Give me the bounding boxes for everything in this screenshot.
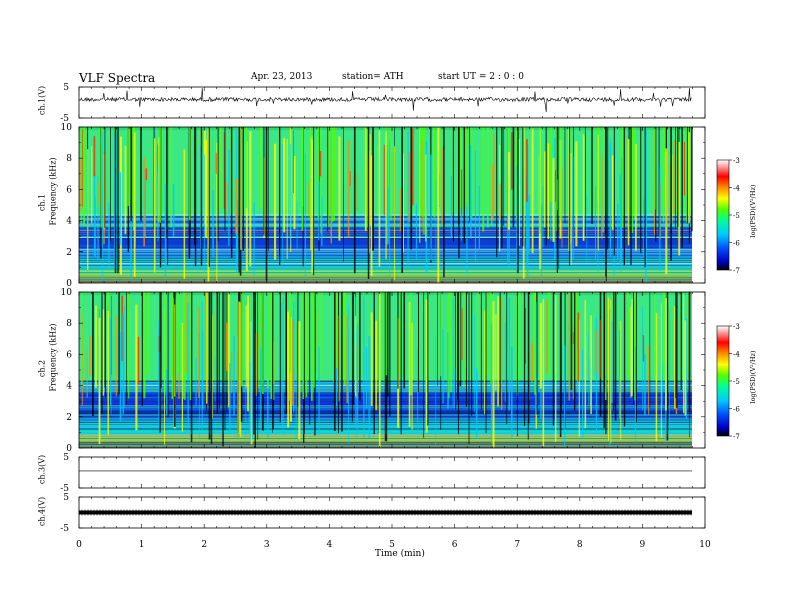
ch1-colorbar-tick-label: -4 [733, 185, 740, 193]
ch2-colorbar-tick-label: -7 [733, 433, 740, 441]
ch1-frequency-axis-label-channel: ch.1 [37, 193, 47, 212]
ch1-colorbar-gradient [716, 159, 730, 271]
ch2-colorbar-tick-label: -5 [733, 378, 740, 386]
ch1-waveform-panel: 5 -5 [60, 83, 706, 124]
ch3-wave-frame [78, 456, 706, 489]
ch1-colorbar: -3 -4 -5 -6 -7 [716, 157, 740, 275]
ch1-colorbar-tick-label: -3 [733, 157, 740, 165]
start-ut-label: start UT = 2 : 0 : 0 [438, 72, 524, 82]
ch2-colorbar-title: log(PSD)(V²/Hz) [749, 350, 757, 404]
ch2-spec-tick-label: 8 [66, 319, 72, 329]
time-tick-label: 1 [139, 540, 145, 550]
ch3-voltage-axis-label: ch.3(V) [37, 454, 47, 485]
time-tick-label: 9 [640, 540, 646, 550]
ch2-spec-tick-label: 2 [66, 413, 72, 423]
ch2-colorbar-tick-label: -4 [733, 351, 740, 359]
time-tick-label: 0 [76, 540, 82, 550]
ch1-frequency-axis-label: Frequency (kHz) [48, 157, 58, 226]
ch1-wave-frame [78, 86, 706, 119]
ch1-colorbar-tick-label: -5 [733, 212, 740, 220]
time-axis-label: Time (min) [375, 549, 425, 559]
ch2-spec-tick-label: 6 [66, 350, 72, 360]
ch1-colorbar-tick-label: -7 [733, 267, 740, 275]
time-tick-label: 5 [389, 540, 395, 550]
ch1-wave-trace [78, 87, 692, 113]
time-tick-label: 4 [327, 540, 333, 550]
time-tick-label: 2 [201, 540, 207, 550]
date-label: Apr. 23, 2013 [251, 72, 313, 82]
ch1-voltage-axis-label: ch.1(V) [37, 85, 47, 116]
ch4-waveform-panel: 5 -5 [60, 493, 706, 534]
ch1-colorbar-tick-label: -6 [733, 240, 740, 248]
ch3-wave-tick-label: 5 [63, 453, 69, 463]
ch2-frequency-axis-label-channel: ch.2 [37, 359, 47, 378]
time-tick-label: 8 [577, 540, 583, 550]
ch2-spec-tick-label: 0 [66, 444, 72, 454]
ch4-voltage-axis-label: ch.4(V) [37, 496, 47, 527]
time-tick-label: 7 [514, 540, 520, 550]
ch2-spec-tick-label: 4 [66, 382, 72, 392]
ch4-wave-tick-label: 5 [63, 493, 69, 503]
ch1-spec-band [79, 276, 692, 283]
ch1-spec-tick-label: 6 [66, 185, 72, 195]
ch3-waveform-panel: 5 -5 [60, 453, 706, 494]
ch1-spec-tick-label: 10 [61, 123, 73, 133]
ch4-wave-trace [79, 510, 692, 515]
ch3-wave-tick-label: -5 [60, 484, 69, 494]
time-axis: 0 1 2 3 4 5 6 7 8 9 10 [76, 540, 711, 550]
ch1-spec-tick-label: 8 [66, 154, 72, 164]
ch2-colorbar-tick-label: -3 [733, 323, 740, 331]
ch1-spectrogram-panel: 0 2 4 6 8 10 [61, 123, 706, 289]
ch4-wave-tick-label: -5 [60, 524, 69, 534]
station-label: station= ATH [342, 72, 404, 82]
time-tick-label: 10 [699, 540, 711, 550]
ch2-spec-tick-label: 10 [61, 288, 73, 298]
ch2-spectrogram-panel: 0 2 4 6 8 10 [61, 288, 706, 454]
ch1-spec-tick-label: 4 [66, 217, 72, 227]
ch2-frequency-axis-label: Frequency (kHz) [48, 323, 58, 392]
ch1-spec-band [79, 268, 692, 277]
ch1-wave-tick-label: 5 [63, 83, 69, 93]
ch1-spec-tick-label: 2 [66, 248, 72, 258]
ch2-colorbar-gradient [716, 325, 730, 437]
ch1-spec-tick-label: 0 [66, 279, 72, 289]
ch1-wave-tick-label: -5 [60, 114, 69, 124]
time-tick-label: 3 [264, 540, 270, 550]
ch1-colorbar-title: log(PSD)(V²/Hz) [749, 184, 757, 238]
ch2-colorbar-tick-label: -6 [733, 406, 740, 414]
chart-title: VLF Spectra [79, 71, 156, 85]
ch2-colorbar: -3 -4 -5 -6 -7 [716, 323, 740, 441]
time-tick-label: 6 [452, 540, 458, 550]
